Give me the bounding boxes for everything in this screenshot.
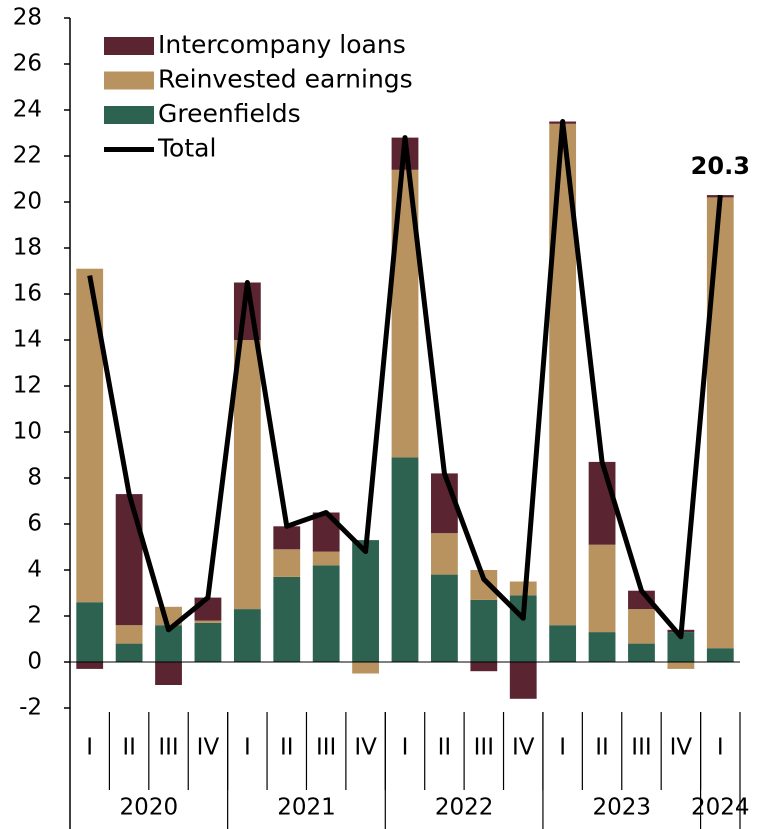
bar: [431, 533, 458, 575]
x-tick-label: I: [244, 735, 251, 761]
legend-label: Intercompany loans: [158, 30, 406, 59]
total-line: [87, 119, 723, 640]
y-tick-label: 22: [13, 143, 42, 169]
x-tick-label: IV: [197, 735, 220, 761]
bar: [628, 643, 655, 662]
y-tick-label: 12: [13, 373, 42, 399]
bar: [233, 609, 261, 662]
bar: [431, 574, 458, 662]
x-tick-label: IV: [670, 735, 693, 761]
bar: [352, 540, 379, 662]
legend-swatch: [104, 71, 154, 90]
bar: [588, 461, 616, 545]
y-tick-label: 16: [13, 281, 42, 307]
y-tick-label: -2: [19, 695, 42, 721]
bar: [273, 526, 301, 550]
y-tick-label: 6: [27, 511, 42, 537]
y-tick-label: 2: [27, 603, 42, 629]
legend-label: Greenfields: [158, 99, 301, 128]
bar: [588, 632, 616, 662]
bar: [76, 662, 104, 669]
legend-label: Reinvested earnings: [158, 65, 413, 94]
bar: [470, 662, 498, 672]
y-tick-label: 26: [13, 51, 42, 77]
bar: [628, 609, 655, 644]
bar: [312, 565, 340, 662]
x-tick-label: III: [158, 735, 178, 761]
group-label: 2020: [120, 795, 179, 821]
y-tick-label: 28: [13, 5, 42, 31]
bar: [352, 662, 379, 674]
bar: [233, 340, 261, 610]
x-tick-label: IV: [354, 735, 377, 761]
x-tick-label: III: [316, 735, 336, 761]
x-tick-label: I: [717, 735, 724, 761]
bar: [273, 576, 301, 662]
bar: [194, 622, 222, 662]
group-label: 2021: [277, 795, 336, 821]
bar: [155, 662, 182, 685]
bar: [194, 620, 222, 623]
x-tick-label: III: [474, 735, 494, 761]
x-tick-label: II: [280, 735, 294, 761]
bar: [391, 457, 419, 662]
legend-label: Total: [157, 134, 216, 163]
y-tick-label: 18: [13, 235, 42, 261]
bar: [667, 662, 695, 669]
x-tick-label: II: [438, 735, 452, 761]
x-tick-label: III: [631, 735, 651, 761]
x-tick-label: II: [595, 735, 609, 761]
y-tick-label: 14: [13, 327, 42, 353]
bar: [115, 643, 143, 662]
x-tick-label: I: [559, 735, 566, 761]
value-label: 20.3: [691, 152, 750, 180]
y-tick-label: 10: [13, 419, 42, 445]
legend-swatch: [104, 37, 154, 55]
y-tick-label: 0: [27, 649, 42, 675]
bar: [312, 551, 340, 566]
bar: [115, 494, 143, 626]
x-tick-label: I: [86, 735, 93, 761]
group-label: 2023: [592, 795, 651, 821]
y-tick-label: 24: [13, 97, 42, 123]
bar: [470, 599, 498, 662]
x-tick-label: I: [402, 735, 409, 761]
bar: [76, 602, 104, 662]
bar: [706, 648, 734, 662]
bar: [115, 625, 143, 644]
x-tick-label: IV: [512, 735, 535, 761]
bar: [588, 544, 616, 633]
group-label: 2024: [691, 795, 750, 821]
bar: [706, 197, 734, 649]
y-tick-label: 20: [13, 189, 42, 215]
y-tick-label: 4: [27, 557, 42, 583]
bar: [273, 549, 301, 577]
bar: [194, 597, 222, 621]
group-label: 2022: [435, 795, 494, 821]
bar: [509, 662, 537, 699]
legend-swatch: [104, 106, 154, 124]
y-tick-label: 8: [27, 465, 42, 491]
x-tick-label: II: [122, 735, 136, 761]
bar: [549, 625, 577, 662]
